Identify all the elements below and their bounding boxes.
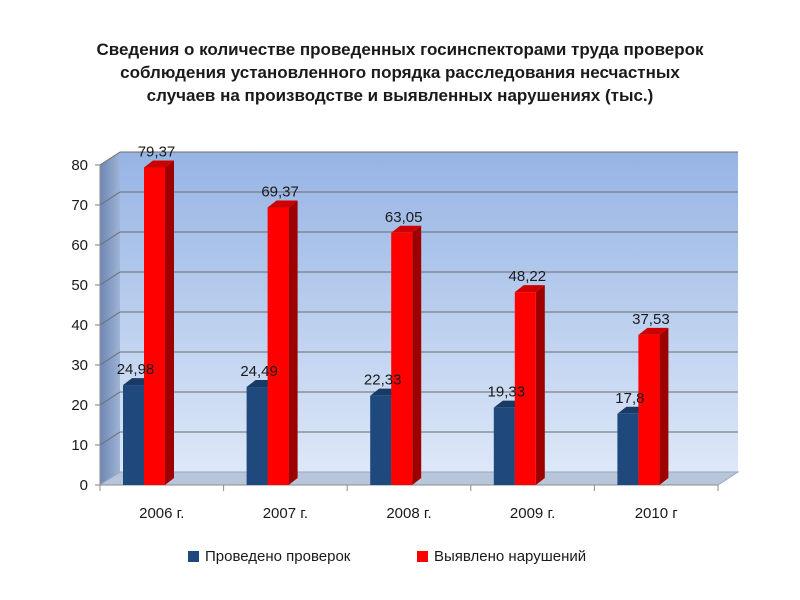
data-label: 79,37 [138,144,176,161]
data-label: 24,98 [117,361,155,378]
data-label: 24,49 [240,363,278,380]
y-tick-label: 60 [71,237,88,254]
y-tick-label: 10 [71,437,88,454]
bar [268,208,289,485]
x-tick-label: 2010 г [635,505,679,522]
data-label: 37,53 [632,311,670,328]
data-label: 69,37 [261,184,299,201]
y-tick-label: 20 [71,397,88,414]
data-label: 48,22 [509,268,547,285]
bar [370,396,391,485]
bar-side [289,201,298,485]
x-tick-label: 2007 г. [263,505,308,522]
bar [123,385,144,485]
x-tick-label: 2008 г. [386,505,431,522]
y-tick-label: 40 [71,317,88,334]
legend-swatch [417,551,428,562]
x-axis: 2006 г. 2007 г. 2008 г. 2009 г. 2010 г [100,485,718,522]
bar [494,408,515,485]
x-tick-label: 2006 г. [139,505,184,522]
y-tick-label: 70 [71,197,88,214]
y-tick-label: 80 [71,157,88,174]
y-tick-label: 30 [71,357,88,374]
legend-swatch [188,551,199,562]
data-label: 63,05 [385,209,423,226]
bar-side [659,328,668,485]
legend-label: Выявлено нарушений [434,548,586,565]
legend-label: Проведено проверок [205,548,351,565]
bar [144,168,165,485]
bar-side [165,161,174,485]
x-tick-label: 2009 г. [510,505,555,522]
y-tick-label: 50 [71,277,88,294]
bar-side [412,226,421,485]
data-label: 22,33 [364,372,402,389]
bar [391,233,412,485]
data-label: 17,8 [615,390,644,407]
bar [638,335,659,485]
data-label: 19,33 [488,384,526,401]
bar [617,414,638,485]
bar-side [536,285,545,485]
legend: Проведено проверок Выявлено нарушений [188,548,586,565]
y-tick-label: 0 [80,477,88,494]
y-axis: 0 10 20 30 40 50 60 70 80 [71,157,100,494]
bar [247,387,268,485]
